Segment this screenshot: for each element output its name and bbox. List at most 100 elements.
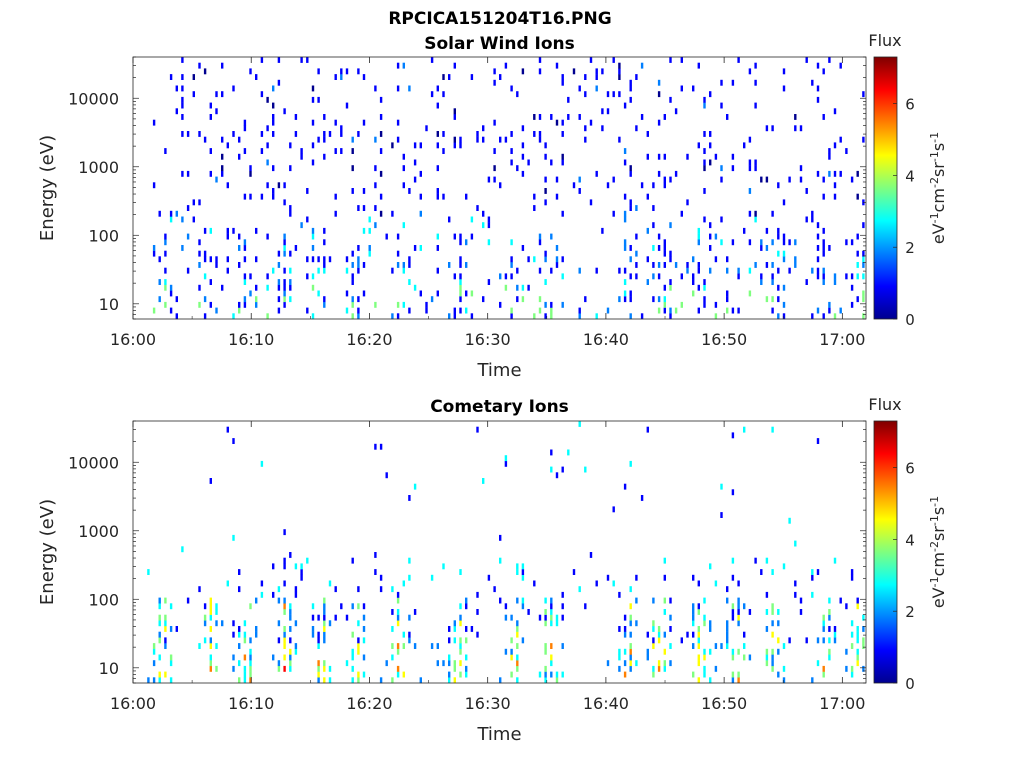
spectrogram-cell bbox=[567, 96, 570, 103]
spectrogram-cell bbox=[748, 267, 752, 274]
spectrogram-cell bbox=[277, 637, 281, 644]
spectrogram-cell bbox=[618, 626, 621, 632]
spectrogram-cell bbox=[816, 569, 820, 575]
spectrogram-cell bbox=[487, 176, 491, 183]
spectrogram-cell bbox=[289, 637, 292, 644]
spectrogram-cell bbox=[538, 239, 542, 246]
spectrogram-cell bbox=[453, 114, 456, 120]
y-tick-label: 10000 bbox=[68, 453, 119, 472]
spectrogram-cell bbox=[413, 609, 417, 615]
spectrogram-cell bbox=[635, 620, 638, 627]
spectrogram-cell bbox=[794, 114, 797, 120]
spectrogram-cell bbox=[164, 284, 167, 291]
spectrogram-cell bbox=[533, 131, 536, 137]
spectrogram-cell bbox=[215, 307, 218, 314]
spectrogram-cell bbox=[351, 188, 354, 194]
spectrogram-cell bbox=[430, 574, 434, 581]
spectrogram-cell bbox=[578, 188, 581, 194]
spectrogram-cell bbox=[226, 580, 229, 587]
spectrogram-cell bbox=[221, 62, 224, 69]
spectrogram-cell bbox=[476, 205, 479, 211]
spectrogram-cell bbox=[544, 250, 547, 257]
spectrogram-cell bbox=[652, 637, 655, 644]
spectrogram-cell bbox=[408, 256, 411, 263]
spectrogram-cell bbox=[533, 114, 536, 120]
spectrogram-cell bbox=[601, 125, 604, 132]
spectrogram-cell bbox=[504, 648, 508, 655]
spectrogram-cell bbox=[374, 301, 377, 308]
spectrogram-cell bbox=[760, 239, 763, 246]
spectrogram-cell bbox=[408, 85, 411, 92]
spectrogram-cell bbox=[561, 153, 564, 160]
spectrogram-cell bbox=[255, 631, 258, 638]
spectrogram-cell bbox=[181, 216, 184, 223]
spectrogram-cell bbox=[692, 85, 695, 92]
spectrogram-cell bbox=[561, 273, 564, 280]
spectrogram-cell bbox=[811, 210, 814, 217]
spectrogram-cell bbox=[828, 307, 831, 314]
spectrogram-cell bbox=[198, 131, 201, 137]
spectrogram-cell bbox=[709, 222, 712, 229]
spectrogram-cell bbox=[408, 614, 411, 621]
spectrogram-cell bbox=[714, 301, 718, 308]
spectrogram-cell bbox=[635, 125, 638, 132]
spectrogram-cell bbox=[754, 165, 757, 172]
spectrogram-cell bbox=[357, 643, 360, 649]
spectrogram-cell bbox=[215, 620, 218, 627]
spectrogram-cell bbox=[379, 210, 383, 217]
spectrogram-cell bbox=[493, 119, 496, 126]
spectrogram-cell bbox=[323, 614, 326, 621]
spectrogram-cell bbox=[635, 660, 638, 667]
spectrogram-cell bbox=[538, 136, 542, 143]
spectrogram-cell bbox=[623, 245, 627, 251]
spectrogram-cell bbox=[544, 620, 547, 627]
spectrogram-cell bbox=[533, 580, 536, 587]
spectrogram-cell bbox=[697, 677, 700, 684]
spectrogram-cell bbox=[459, 284, 462, 291]
spectrogram-cell bbox=[226, 256, 229, 263]
spectrogram-cell bbox=[788, 239, 791, 246]
spectrogram-cell bbox=[181, 96, 184, 103]
spectrogram-cell bbox=[374, 136, 377, 143]
spectrogram-cell bbox=[697, 239, 700, 246]
spectrogram-cell bbox=[771, 125, 774, 132]
spectrogram-cell bbox=[623, 267, 627, 274]
x-tick-label: 16:00 bbox=[110, 694, 156, 713]
spectrogram-cell bbox=[238, 153, 241, 160]
spectrogram-cell bbox=[743, 654, 746, 661]
spectrogram-cell bbox=[533, 313, 536, 320]
spectrogram-cell bbox=[646, 153, 649, 160]
colorbar-unit-label: eV-1cm-2sr-1s-1 bbox=[928, 496, 949, 608]
y-tick-label: 1000 bbox=[78, 522, 119, 541]
spectrogram-cell bbox=[374, 205, 377, 211]
spectrogram-cell bbox=[618, 74, 621, 80]
panel-1: Solar Wind Ions 16:00 16:10 16:20 16:30 16:40… bbox=[37, 31, 948, 381]
spectrogram-cell bbox=[709, 648, 712, 655]
spectrogram-cell bbox=[243, 677, 247, 684]
spectrogram-cell bbox=[771, 262, 774, 268]
spectrogram-cell bbox=[601, 108, 604, 115]
spectrogram-cell bbox=[226, 227, 229, 234]
spectrogram-cell bbox=[697, 660, 700, 667]
spectrogram-cell bbox=[203, 637, 207, 644]
spectrogram-cell bbox=[255, 284, 258, 291]
spectrogram-cell bbox=[396, 665, 400, 672]
x-tick-label: 16:10 bbox=[228, 694, 274, 713]
spectrogram-cell bbox=[192, 74, 195, 80]
spectrogram-cell bbox=[663, 239, 666, 246]
spectrogram-cell bbox=[850, 643, 854, 649]
spectrogram-cell bbox=[669, 256, 672, 263]
spectrogram-cell bbox=[578, 267, 581, 274]
spectrogram-cell bbox=[799, 176, 803, 183]
spectrogram-cell bbox=[357, 637, 360, 644]
spectrogram-cell bbox=[589, 199, 593, 206]
spectrogram-cell bbox=[186, 205, 190, 211]
spectrogram-cell bbox=[510, 159, 513, 166]
spectrogram-cell bbox=[317, 671, 320, 678]
spectrogram-cell bbox=[272, 114, 275, 120]
spectrogram-cell bbox=[408, 637, 411, 644]
spectrogram-cell bbox=[663, 176, 666, 183]
y-tick-label: 10 bbox=[99, 295, 119, 314]
spectrogram-cell bbox=[640, 62, 644, 69]
spectrogram-cell bbox=[300, 153, 303, 160]
